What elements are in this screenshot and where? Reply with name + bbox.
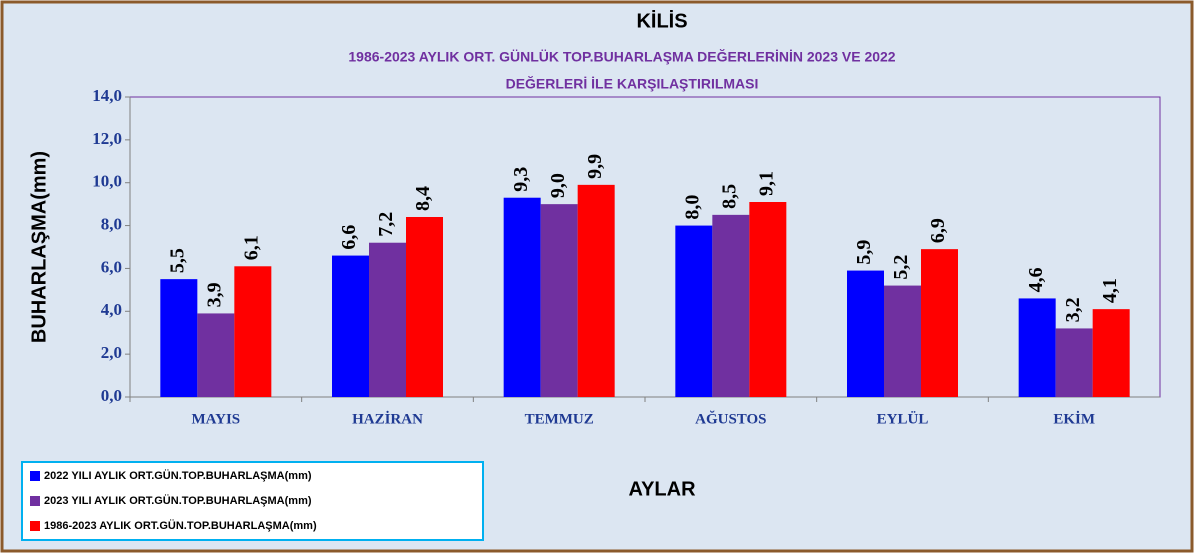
data-label: 5,5: [166, 248, 188, 273]
bar: [234, 266, 272, 397]
legend: [21, 461, 484, 541]
legend-marker: [30, 496, 40, 506]
legend-label: 2023 YILI AYLIK ORT.GÜN.TOP.BUHARLAŞMA(m…: [44, 494, 312, 507]
x-tick-label: AĞUSTOS: [695, 410, 766, 427]
y-tick-label: 14,0: [92, 86, 122, 105]
y-axis-label: BUHARLAŞMA(mm): [28, 151, 50, 343]
y-tick-label: 10,0: [92, 172, 122, 191]
data-label: 5,9: [853, 240, 875, 265]
x-tick-label: TEMMUZ: [525, 411, 594, 427]
bar: [884, 285, 921, 397]
bar: [712, 214, 750, 397]
x-tick-label: HAZİRAN: [352, 410, 423, 427]
x-axis-label: AYLAR: [628, 478, 696, 500]
bar: [577, 184, 615, 397]
data-label: 8,4: [412, 186, 434, 211]
legend-marker: [30, 471, 40, 481]
data-label: 7,2: [375, 212, 397, 237]
y-tick-label: 12,0: [92, 129, 122, 148]
legend-label: 1986-2023 AYLIK ORT.GÜN.TOP.BUHARLAŞMA(m…: [44, 519, 317, 532]
data-label: 8,0: [681, 195, 703, 220]
data-label: 9,1: [755, 171, 777, 196]
y-tick-label: 2,0: [101, 343, 122, 362]
data-label: 6,9: [927, 218, 949, 243]
bar: [160, 279, 198, 397]
data-label: 9,0: [547, 173, 569, 198]
bar: [749, 202, 787, 397]
chart-subtitle: DEĞERLERİ İLE KARŞILAŞTIRILMASI: [506, 75, 759, 92]
data-label: 6,6: [338, 225, 360, 250]
bar: [1092, 309, 1130, 397]
data-label: 9,9: [584, 154, 606, 179]
x-tick-label: MAYIS: [192, 411, 241, 427]
y-tick-label: 4,0: [101, 300, 122, 319]
y-tick-label: 6,0: [101, 257, 122, 276]
data-label: 4,1: [1099, 278, 1121, 303]
y-tick-label: 8,0: [101, 214, 122, 233]
chart-title: KİLİS: [636, 9, 687, 32]
data-label: 4,6: [1025, 267, 1047, 292]
legend-marker: [30, 521, 40, 531]
bar: [197, 313, 235, 397]
bar: [1018, 298, 1056, 397]
bar: [332, 255, 369, 397]
data-label: 3,9: [203, 282, 225, 307]
data-label: 5,2: [890, 255, 912, 280]
bar: [1055, 328, 1093, 397]
data-label: 8,5: [718, 184, 740, 209]
chart-subtitle: 1986-2023 AYLIK ORT. GÜNLÜK TOP.BUHARLAŞ…: [348, 48, 895, 65]
bar: [540, 204, 578, 397]
plot-area: [129, 96, 1161, 398]
data-label: 9,3: [510, 167, 532, 192]
y-tick-label: 0,0: [101, 386, 122, 405]
bar: [406, 217, 443, 397]
bar: [503, 197, 541, 397]
data-label: 3,2: [1062, 297, 1084, 322]
data-label: 6,1: [240, 235, 262, 260]
bar: [675, 225, 713, 397]
bar: [921, 249, 958, 397]
x-tick-label: EKİM: [1053, 410, 1095, 427]
bar: [369, 242, 406, 397]
bar: [847, 270, 884, 397]
legend-label: 2022 YILI AYLIK ORT.GÜN.TOP.BUHARLAŞMA(m…: [44, 469, 312, 482]
x-tick-label: EYLÜL: [877, 410, 929, 427]
